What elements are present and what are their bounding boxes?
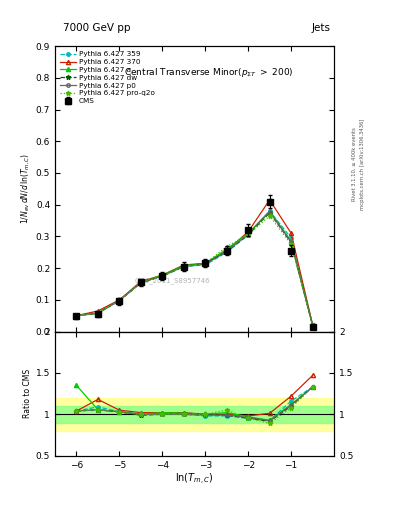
Pythia 6.427 a: [289, 238, 294, 244]
Pythia 6.427 pro-q2o: [310, 322, 315, 328]
Y-axis label: Ratio to CMS: Ratio to CMS: [23, 369, 31, 418]
Pythia 6.427 dw: [117, 297, 122, 304]
Pythia 6.427 p0: [160, 273, 165, 279]
Pythia 6.427 pro-q2o: [74, 313, 79, 319]
Text: mcplots.cern.ch [arXiv:1306.3436]: mcplots.cern.ch [arXiv:1306.3436]: [360, 118, 365, 209]
Pythia 6.427 dw: [95, 310, 100, 316]
Text: Rivet 3.1.10, ≥ 400k events: Rivet 3.1.10, ≥ 400k events: [352, 127, 357, 201]
Pythia 6.427 370: [203, 260, 208, 266]
Y-axis label: $1/N_{ev}\, dN/d\,\ln(T_{m,C})$: $1/N_{ev}\, dN/d\,\ln(T_{m,C})$: [19, 153, 31, 224]
Pythia 6.427 p0: [95, 310, 100, 316]
Pythia 6.427 370: [224, 248, 229, 254]
Pythia 6.427 a: [138, 280, 143, 286]
Pythia 6.427 dw: [138, 280, 143, 286]
Pythia 6.427 a: [310, 322, 315, 328]
Pythia 6.427 370: [74, 313, 79, 319]
Pythia 6.427 dw: [74, 313, 79, 319]
Pythia 6.427 pro-q2o: [182, 264, 186, 270]
Pythia 6.427 359: [74, 313, 79, 319]
Pythia 6.427 pro-q2o: [160, 273, 165, 279]
Pythia 6.427 359: [289, 235, 294, 241]
Pythia 6.427 p0: [289, 239, 294, 245]
Pythia 6.427 dw: [224, 248, 229, 254]
Bar: [55, 398, 334, 431]
Pythia 6.427 dw: [310, 322, 315, 328]
Pythia 6.427 pro-q2o: [203, 260, 208, 266]
Pythia 6.427 a: [182, 263, 186, 269]
Pythia 6.427 dw: [246, 232, 251, 238]
Pythia 6.427 dw: [289, 240, 294, 246]
Pythia 6.427 359: [267, 208, 272, 214]
Pythia 6.427 pro-q2o: [117, 297, 122, 304]
Pythia 6.427 p0: [182, 264, 186, 270]
Pythia 6.427 p0: [138, 280, 143, 286]
Text: Central Transverse Minor($p_{\Sigma T}\ >\ 200$): Central Transverse Minor($p_{\Sigma T}\ …: [124, 66, 293, 79]
Pythia 6.427 370: [267, 197, 272, 203]
Pythia 6.427 a: [267, 208, 272, 214]
Pythia 6.427 dw: [182, 264, 186, 270]
Line: Pythia 6.427 p0: Pythia 6.427 p0: [75, 210, 314, 327]
Line: Pythia 6.427 359: Pythia 6.427 359: [75, 209, 314, 327]
Text: Jets: Jets: [311, 23, 330, 33]
Text: CMS_2011_S8957746: CMS_2011_S8957746: [134, 277, 210, 284]
Pythia 6.427 370: [182, 262, 186, 268]
Pythia 6.427 370: [117, 297, 122, 303]
Pythia 6.427 370: [246, 228, 251, 234]
Pythia 6.427 dw: [203, 260, 208, 266]
Pythia 6.427 370: [289, 230, 294, 237]
Bar: [55, 406, 334, 422]
Line: Pythia 6.427 a: Pythia 6.427 a: [74, 209, 315, 327]
Pythia 6.427 359: [138, 280, 143, 286]
Pythia 6.427 pro-q2o: [289, 241, 294, 247]
Pythia 6.427 pro-q2o: [267, 212, 272, 219]
Pythia 6.427 p0: [267, 208, 272, 215]
Pythia 6.427 p0: [203, 261, 208, 267]
Line: Pythia 6.427 pro-q2o: Pythia 6.427 pro-q2o: [74, 214, 315, 328]
Line: Pythia 6.427 370: Pythia 6.427 370: [74, 198, 315, 327]
Text: 7000 GeV pp: 7000 GeV pp: [63, 23, 130, 33]
Pythia 6.427 359: [224, 249, 229, 255]
Pythia 6.427 359: [246, 232, 251, 238]
Pythia 6.427 a: [74, 313, 79, 319]
X-axis label: $\ln(T_{m,C})$: $\ln(T_{m,C})$: [175, 472, 214, 487]
Pythia 6.427 p0: [224, 248, 229, 254]
Pythia 6.427 359: [203, 262, 208, 268]
Pythia 6.427 359: [182, 264, 186, 270]
Pythia 6.427 359: [310, 322, 315, 328]
Pythia 6.427 p0: [246, 231, 251, 237]
Pythia 6.427 dw: [160, 273, 165, 279]
Pythia 6.427 p0: [117, 297, 122, 304]
Pythia 6.427 370: [95, 308, 100, 314]
Pythia 6.427 pro-q2o: [224, 244, 229, 250]
Pythia 6.427 370: [310, 322, 315, 328]
Pythia 6.427 pro-q2o: [246, 232, 251, 238]
Pythia 6.427 359: [160, 273, 165, 279]
Pythia 6.427 pro-q2o: [95, 310, 100, 316]
Pythia 6.427 a: [160, 272, 165, 278]
Pythia 6.427 p0: [310, 322, 315, 328]
Pythia 6.427 a: [95, 310, 100, 316]
Pythia 6.427 pro-q2o: [138, 280, 143, 286]
Pythia 6.427 dw: [267, 209, 272, 216]
Pythia 6.427 a: [117, 297, 122, 304]
Pythia 6.427 a: [203, 260, 208, 266]
Pythia 6.427 359: [95, 309, 100, 315]
Pythia 6.427 a: [224, 246, 229, 252]
Line: Pythia 6.427 dw: Pythia 6.427 dw: [74, 210, 315, 328]
Pythia 6.427 a: [246, 230, 251, 237]
Pythia 6.427 370: [138, 279, 143, 285]
Pythia 6.427 370: [160, 272, 165, 278]
Pythia 6.427 359: [117, 297, 122, 304]
Legend: Pythia 6.427 359, Pythia 6.427 370, Pythia 6.427 a, Pythia 6.427 dw, Pythia 6.42: Pythia 6.427 359, Pythia 6.427 370, Pyth…: [59, 50, 156, 106]
Pythia 6.427 p0: [74, 313, 79, 319]
